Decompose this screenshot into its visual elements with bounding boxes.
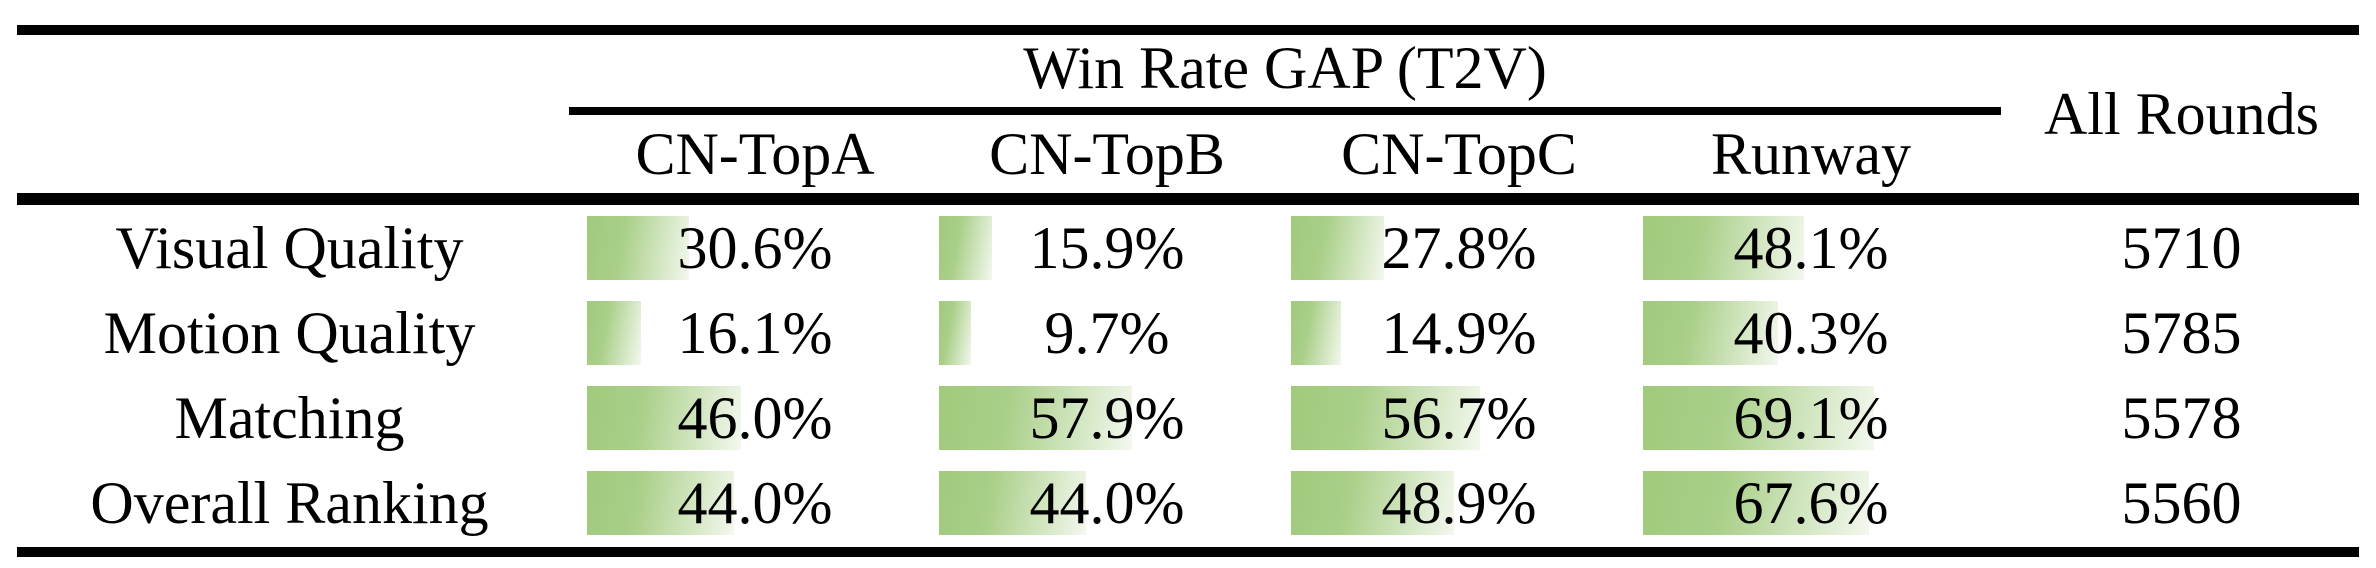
- table-top-rule: [17, 25, 2359, 35]
- win-rate-value: 30.6%: [677, 214, 833, 281]
- cell-overall-ranking-cn-topc: 48.9%: [1283, 460, 1635, 545]
- cell-motion-quality-runway: 40.3%: [1635, 290, 1987, 375]
- group-header-title: Win Rate GAP (T2V): [1023, 35, 1547, 101]
- header-corner-spacer: [0, 35, 579, 193]
- table-header-rule: [17, 193, 2359, 205]
- win-rate-bar: [587, 470, 734, 535]
- win-rate-value: 40.3%: [1733, 299, 1889, 366]
- win-rate-bar: [587, 385, 741, 450]
- win-rate-bar: [1643, 215, 1804, 280]
- win-rate-value: 16.1%: [677, 299, 833, 366]
- cell-overall-ranking-all-rounds: 5560: [2121, 469, 2242, 536]
- win-rate-value: 57.9%: [1029, 384, 1185, 451]
- cell-matching-cn-topb: 57.9%: [931, 375, 1283, 460]
- cell-overall-ranking-runway: 67.6%: [1635, 460, 1987, 545]
- cell-visual-quality-cn-topa: 30.6%: [579, 205, 931, 290]
- win-rate-bar: [1643, 470, 1869, 535]
- win-rate-bar: [939, 470, 1086, 535]
- win-rate-value: 27.8%: [1381, 214, 1537, 281]
- cell-visual-quality-all-rounds: 5710: [2121, 214, 2242, 281]
- win-rate-value: 15.9%: [1029, 214, 1185, 281]
- table-header: Win Rate GAP (T2V) CN-TopA CN-TopB CN-To…: [0, 35, 2376, 193]
- cell-overall-ranking-cn-topb: 44.0%: [931, 460, 1283, 545]
- win-rate-bar: [1291, 470, 1455, 535]
- col-header-cn-topc: CN-TopC: [1341, 121, 1577, 187]
- cell-matching-cn-topc: 56.7%: [1283, 375, 1635, 460]
- table-body: Visual Quality 30.6% 15.9% 27.8% 48.1% 5…: [0, 205, 2376, 545]
- cell-motion-quality-cn-topb: 9.7%: [931, 290, 1283, 375]
- cell-overall-ranking-cn-topa: 44.0%: [579, 460, 931, 545]
- method-header-row: CN-TopA CN-TopB CN-TopC Runway: [579, 115, 1987, 193]
- win-rate-value: 69.1%: [1733, 384, 1889, 451]
- win-rate-value: 48.9%: [1381, 469, 1537, 536]
- cell-visual-quality-cn-topb: 15.9%: [931, 205, 1283, 290]
- win-rate-value: 44.0%: [677, 469, 833, 536]
- row-label-motion-quality: Motion Quality: [103, 299, 476, 366]
- cell-motion-quality-cn-topa: 16.1%: [579, 290, 931, 375]
- cell-matching-cn-topa: 46.0%: [579, 375, 931, 460]
- win-rate-value: 46.0%: [677, 384, 833, 451]
- win-rate-value: 48.1%: [1733, 214, 1889, 281]
- win-rate-bar: [1291, 385, 1481, 450]
- row-label-matching: Matching: [174, 384, 405, 451]
- win-rate-value: 9.7%: [1044, 299, 1170, 366]
- col-header-cn-topb: CN-TopB: [989, 121, 1225, 187]
- row-label-overall-ranking: Overall Ranking: [90, 469, 489, 536]
- cell-motion-quality-cn-topc: 14.9%: [1283, 290, 1635, 375]
- win-rate-value: 44.0%: [1029, 469, 1185, 536]
- win-rate-bar: [939, 215, 993, 280]
- cell-visual-quality-cn-topc: 27.8%: [1283, 205, 1635, 290]
- row-label-visual-quality: Visual Quality: [115, 214, 464, 281]
- table-bottom-rule: [17, 547, 2359, 557]
- col-header-cn-topa: CN-TopA: [635, 121, 875, 187]
- win-rate-bar: [1643, 385, 1874, 450]
- win-rate-bar: [1643, 300, 1778, 365]
- win-rate-bar: [1291, 215, 1384, 280]
- win-rate-bar: [939, 385, 1133, 450]
- col-header-runway: Runway: [1711, 121, 1911, 187]
- win-rate-value: 56.7%: [1381, 384, 1537, 451]
- win-rate-value: 67.6%: [1733, 469, 1889, 536]
- cell-matching-all-rounds: 5578: [2121, 384, 2242, 451]
- win-rate-bar: [587, 215, 690, 280]
- win-rate-bar: [587, 300, 641, 365]
- cell-motion-quality-all-rounds: 5785: [2121, 299, 2242, 366]
- col-header-all-rounds: All Rounds: [2043, 81, 2320, 147]
- cell-visual-quality-runway: 48.1%: [1635, 205, 1987, 290]
- group-header-cell: Win Rate GAP (T2V): [569, 35, 2001, 115]
- win-rate-value: 14.9%: [1381, 299, 1537, 366]
- win-rate-bar: [1291, 300, 1341, 365]
- cell-matching-runway: 69.1%: [1635, 375, 1987, 460]
- win-rate-bar: [939, 300, 972, 365]
